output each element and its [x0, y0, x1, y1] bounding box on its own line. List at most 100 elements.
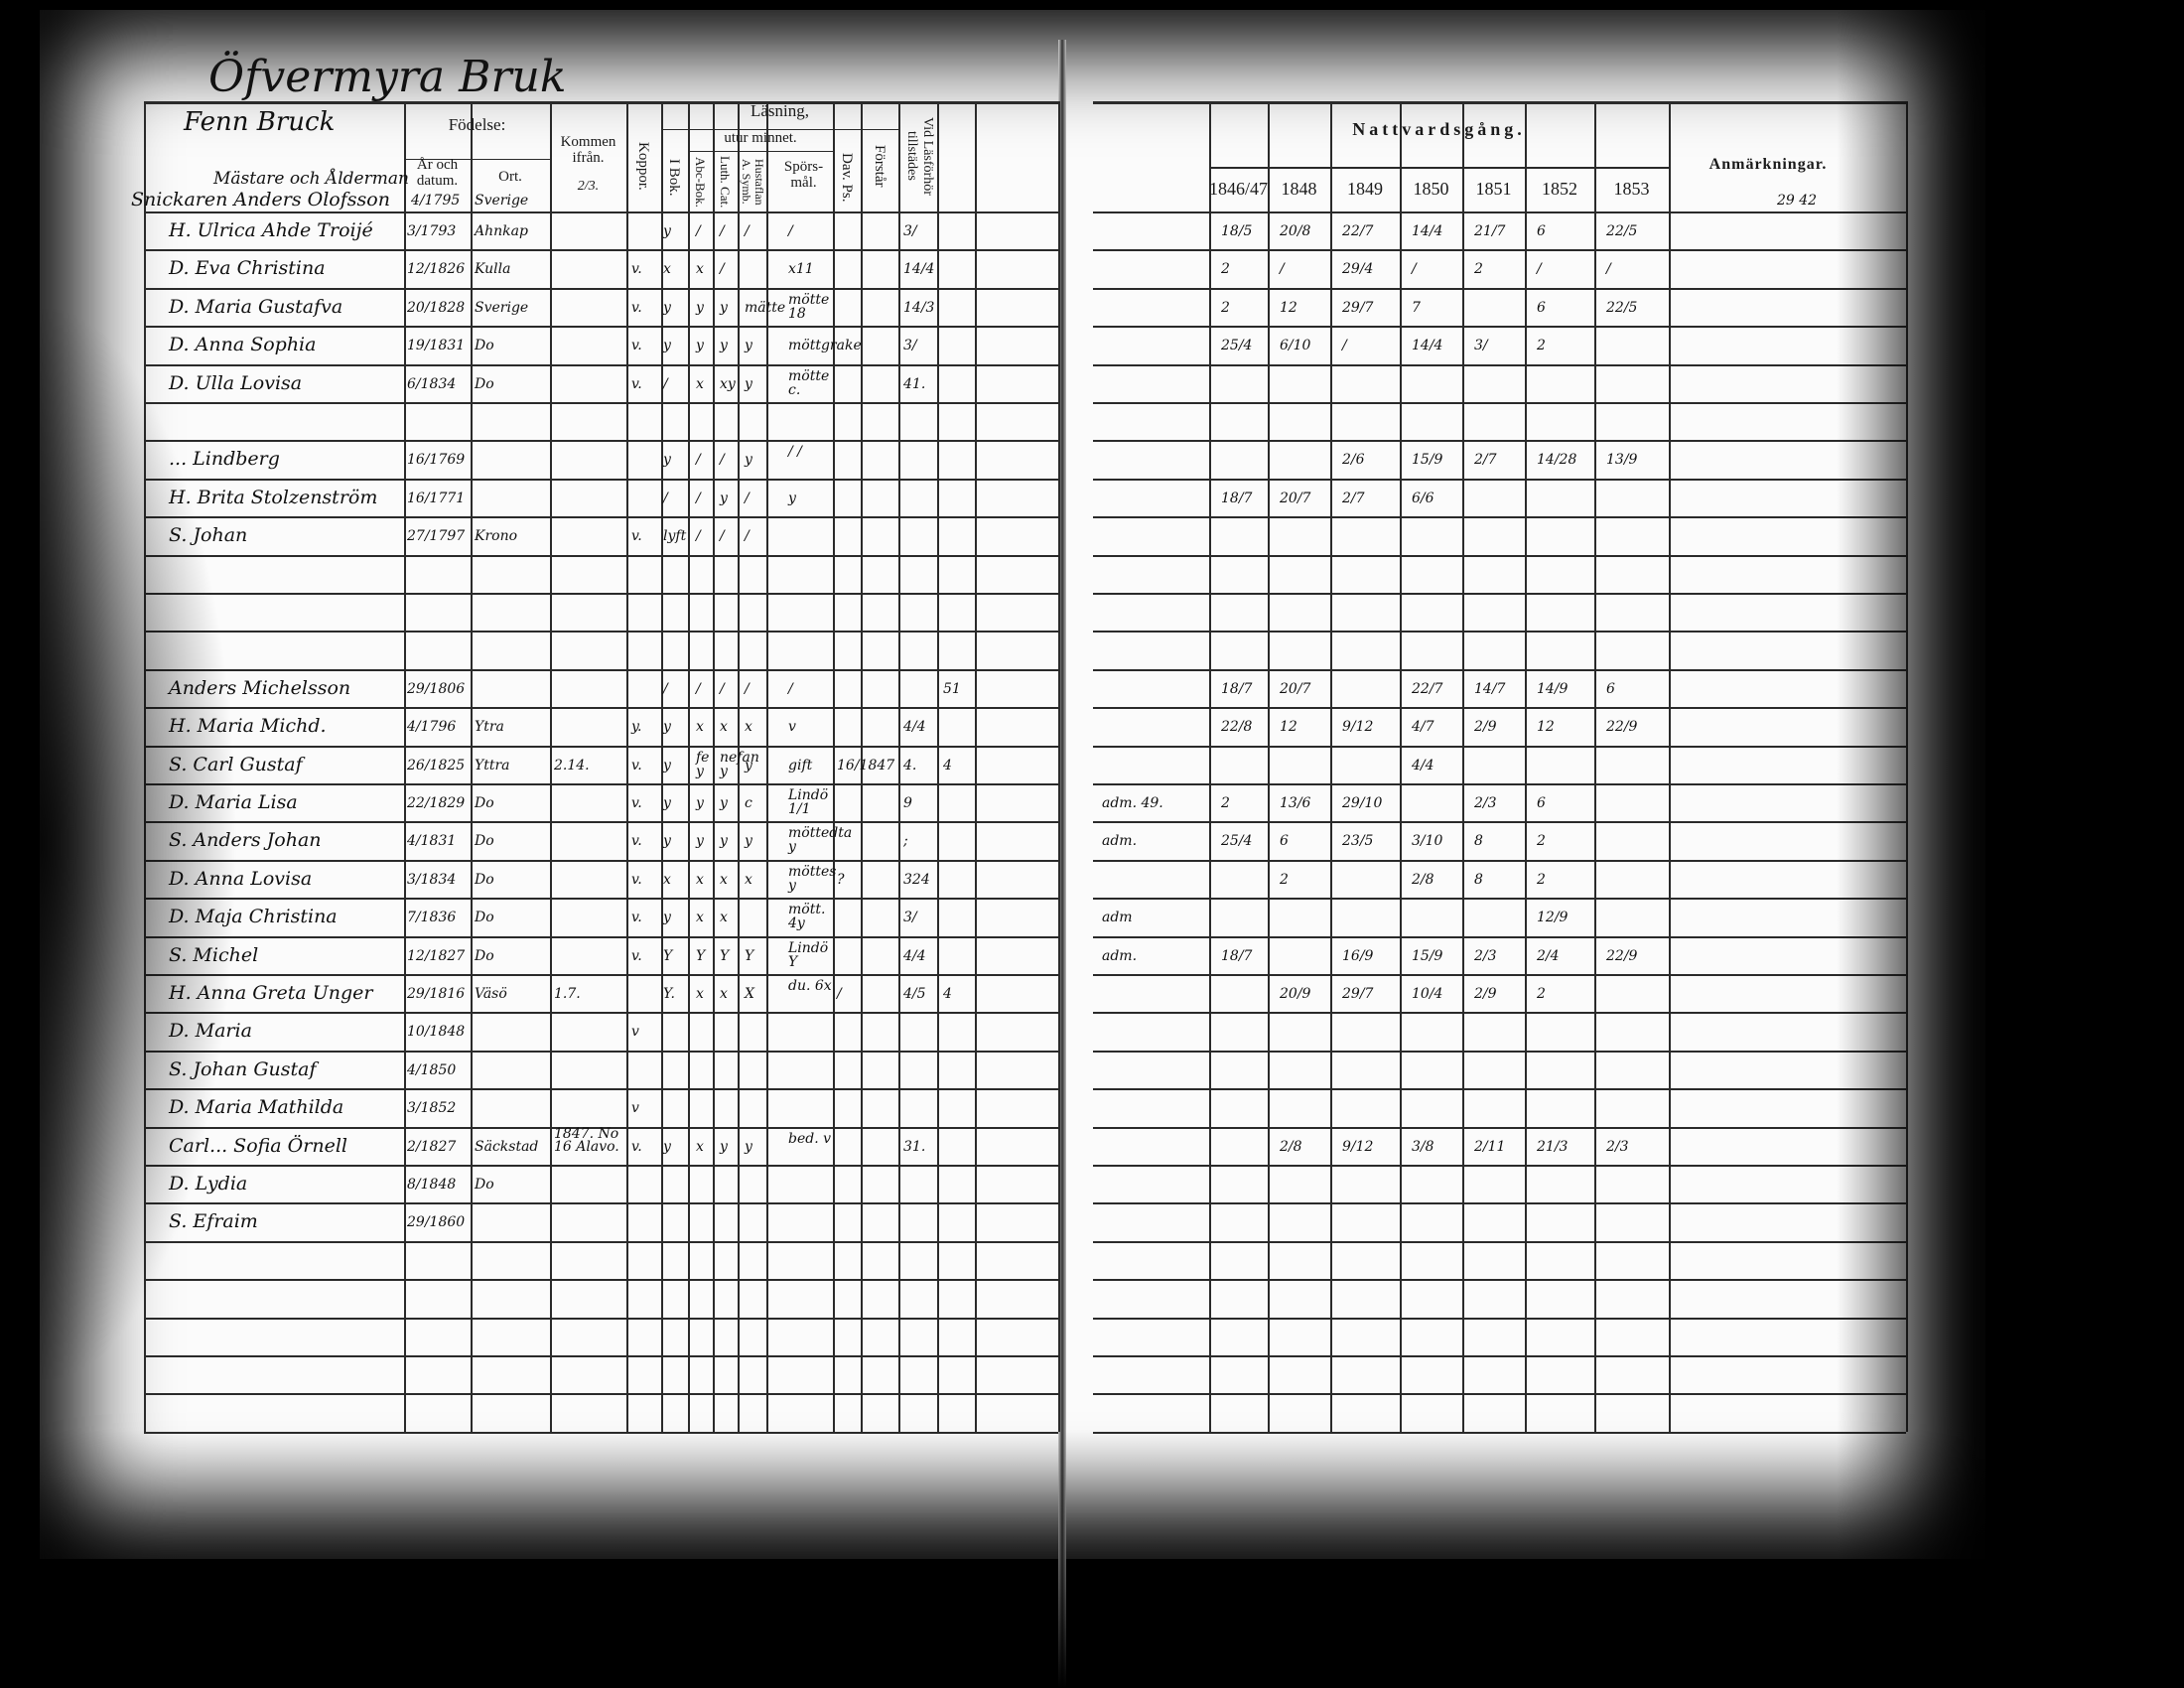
entry-birth-place: Do: [475, 872, 494, 888]
entry-sporsmal: möttes y: [788, 864, 837, 894]
entry-luth-cat: y: [720, 338, 728, 353]
row-divider: [144, 326, 1058, 328]
entry-sporsmal: y: [788, 491, 796, 506]
column-divider: [766, 101, 768, 1432]
entry-birth-date: 12/1826: [407, 261, 466, 277]
entry-koppor: v.: [631, 833, 642, 849]
entry-birth-place: Do: [475, 910, 494, 925]
column-divider: [626, 101, 628, 1432]
row-divider: [1093, 440, 1906, 442]
row-divider: [144, 707, 1058, 709]
entry-vid-lasforhor: 324: [903, 872, 930, 888]
column-divider: [898, 101, 900, 1432]
column-divider: [550, 101, 552, 1432]
communion-date: 2/7: [1474, 452, 1497, 468]
entry-vid-lasforhor: 3/: [903, 338, 917, 353]
row-divider: [144, 669, 1058, 671]
column-divider: [471, 101, 473, 1432]
entry-hustaflan: y: [745, 758, 752, 774]
entry-birth-place: Säckstad: [475, 1139, 539, 1155]
entry-birth-date: 10/1848: [407, 1024, 466, 1040]
row-divider: [144, 593, 1058, 595]
row-divider: [1093, 402, 1906, 404]
communion-date: 2: [1221, 795, 1230, 811]
subheader-divider: [1209, 167, 1669, 169]
entry-birth-date: 7/1836: [407, 910, 457, 925]
entry-i-bok: y: [663, 223, 671, 239]
communion-date: 3/8: [1412, 1139, 1434, 1155]
table-top-border: [1093, 101, 1906, 104]
row-divider: [144, 364, 1058, 366]
section-sub: Mästare och Ålderman: [213, 169, 409, 189]
communion-date: 22/9: [1606, 948, 1638, 964]
row-divider: [144, 936, 1058, 938]
entry-sporsmal: x11: [788, 261, 814, 277]
entry-birth-place: Väsö: [475, 986, 507, 1002]
row-divider: [1093, 1051, 1906, 1053]
communion-date: 2: [1221, 261, 1230, 277]
communion-date: 4/4: [1412, 758, 1434, 774]
entry-abc-bok: x: [696, 872, 704, 888]
row-divider: [144, 821, 1058, 823]
entry-i-bok: y: [663, 452, 671, 468]
entry-hustaflan: y: [745, 452, 752, 468]
entry-birth-place: Do: [475, 795, 494, 811]
entry-koppor: v: [631, 1100, 639, 1116]
entry-koppor: v: [631, 1024, 639, 1040]
entry-admission-note: adm.: [1102, 833, 1138, 849]
entry-luth-cat: y: [720, 300, 728, 316]
communion-date: 2: [1221, 300, 1230, 316]
year-header: 1853: [1613, 179, 1650, 199]
row-divider: [1093, 631, 1906, 633]
row-divider: [144, 783, 1058, 785]
header-sporsmal: Spörs-mål.: [783, 159, 824, 191]
header-ar-och-datum: År och datum.: [416, 157, 459, 189]
entry-i-bok: y: [663, 910, 671, 925]
entry-birth-date: 3/1852: [407, 1100, 457, 1116]
communion-date: 18/7: [1221, 681, 1253, 697]
row-divider: [1093, 211, 1906, 213]
entry-sporsmal: Lindö Y: [788, 940, 829, 970]
entry-vid-lasforhor: 9: [903, 795, 912, 811]
entry-i-bok: /: [663, 681, 668, 697]
entry-abc-bok: x: [696, 910, 704, 925]
entry-sporsmal: / /: [788, 444, 802, 460]
entry-vid-lasforhor: ;: [903, 833, 908, 849]
row-divider: [144, 1051, 1058, 1053]
entry-birth-place: Yttra: [475, 758, 510, 774]
column-divider: [833, 101, 835, 1432]
row-divider: [144, 746, 1058, 748]
row-divider: [144, 1088, 1058, 1090]
communion-date: 8: [1474, 872, 1483, 888]
entry-hustaflan: Y: [745, 948, 754, 964]
entry-dav-ps: /: [837, 986, 842, 1002]
communion-date: 18/7: [1221, 948, 1253, 964]
row-divider: [144, 1279, 1058, 1281]
communion-date: 15/9: [1412, 452, 1443, 468]
column-divider: [1330, 101, 1332, 1432]
row-divider: [144, 1202, 1058, 1204]
communion-date: 2/4: [1537, 948, 1560, 964]
entry-birth-place: Do: [475, 1177, 494, 1193]
entry-hustaflan: y: [745, 338, 752, 353]
communion-date: /: [1342, 338, 1347, 353]
row-divider: [1093, 936, 1906, 938]
entry-hustaflan: y: [745, 376, 752, 392]
entry-birth-date: 16/1771: [407, 491, 466, 506]
entry-birth-date: 4/1831: [407, 833, 457, 849]
column-divider: [1400, 101, 1402, 1432]
subheader-divider: [688, 151, 833, 152]
entry-i-bok: y: [663, 1139, 671, 1155]
communion-date: 21/7: [1474, 223, 1506, 239]
entry-koppor: v.: [631, 338, 642, 353]
entry-koppor: v.: [631, 300, 642, 316]
entry-sporsmal: mötte 18: [788, 292, 830, 322]
row-divider: [144, 211, 1058, 213]
year-header: 1852: [1542, 179, 1577, 199]
entry-birth-date: 26/1825: [407, 758, 466, 774]
communion-date: 13/6: [1280, 795, 1311, 811]
communion-date: 21/3: [1537, 1139, 1569, 1155]
entry-dav-ps: 16/1847: [837, 758, 895, 774]
entry-i-bok: lyft: [663, 528, 687, 544]
row-divider: [1093, 249, 1906, 251]
